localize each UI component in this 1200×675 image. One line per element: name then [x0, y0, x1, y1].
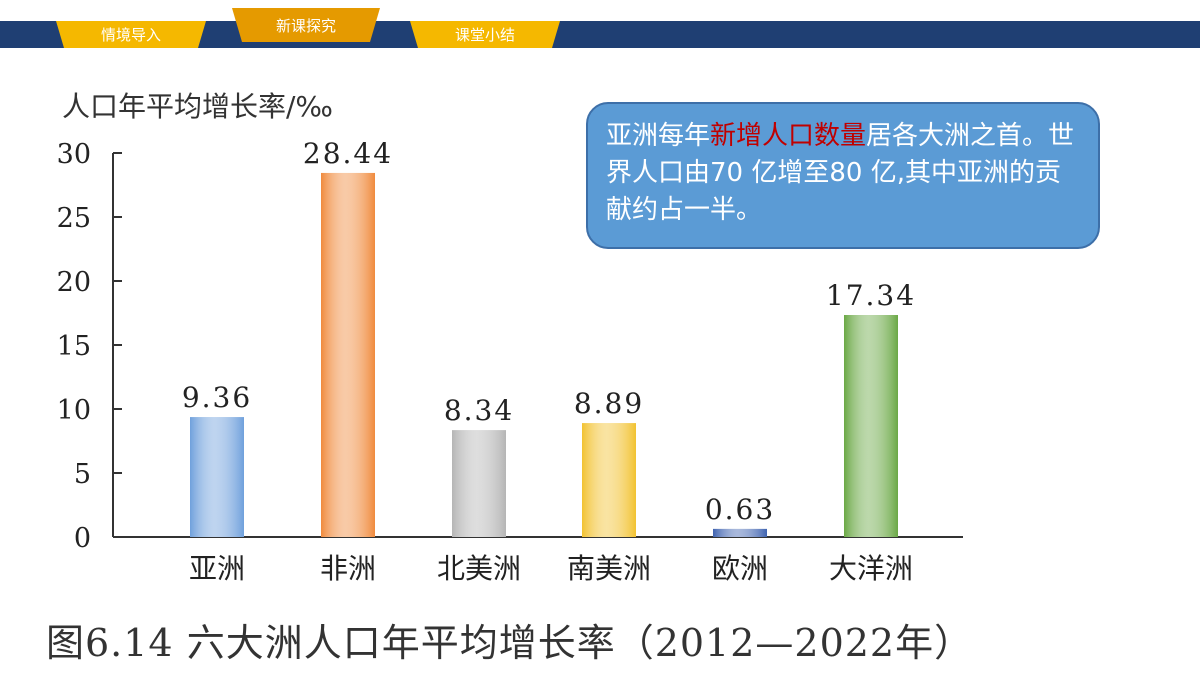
- bar-value-label: 9.36: [182, 381, 252, 414]
- y-tick-label: 15: [57, 331, 91, 362]
- bar-highlight: [321, 172, 375, 537]
- tab-label: 课堂小结: [454, 26, 515, 44]
- category-label: 大洋洲: [829, 552, 913, 585]
- y-axis-label: 人口年平均增长率/‰: [62, 90, 333, 123]
- callout-note: 亚洲每年新增人口数量居各大洲之首。世界人口由70 亿增至80 亿,其中亚洲的贡献…: [586, 102, 1100, 249]
- bar-value-label: 0.63: [705, 493, 775, 526]
- category-label: 欧洲: [712, 552, 768, 585]
- bar-highlight: [452, 430, 506, 537]
- bar-value-label: 8.34: [444, 394, 514, 427]
- bar-value-label: 8.89: [574, 387, 644, 420]
- callout-text-part1: 亚洲每年: [606, 121, 711, 151]
- bar-highlight: [582, 423, 636, 537]
- tab-summary[interactable]: 课堂小结: [410, 21, 560, 48]
- tab-new-lesson[interactable]: 新课探究: [232, 8, 380, 42]
- bar-value-label: 28.44: [303, 137, 393, 170]
- tab-label: 情境导入: [100, 26, 161, 44]
- tab-label: 新课探究: [275, 16, 336, 35]
- bar-value-label: 17.34: [826, 279, 916, 312]
- bar-highlight: [713, 528, 767, 537]
- tab-shape: [56, 21, 206, 48]
- y-tick-label: 0: [74, 523, 91, 554]
- category-label: 南美洲: [567, 552, 651, 585]
- category-label: 北美洲: [437, 552, 521, 585]
- y-tick-label: 20: [57, 267, 91, 298]
- category-label: 亚洲: [189, 552, 245, 585]
- tab-shape: [232, 8, 380, 42]
- callout-text-part2: 居各大洲之首。世界人口由70 亿增至80 亿,其中亚洲的贡献约占一半。: [606, 121, 1075, 225]
- bar-highlight: [844, 315, 898, 537]
- tab-shape: [410, 21, 560, 48]
- bar-highlight: [190, 417, 244, 537]
- tab-situation-intro[interactable]: 情境导入: [56, 21, 206, 48]
- category-label: 非洲: [320, 552, 376, 585]
- y-tick-label: 10: [57, 395, 91, 426]
- y-tick-label: 25: [57, 203, 91, 234]
- y-tick-label: 5: [74, 459, 91, 490]
- y-tick-label: 30: [57, 139, 91, 170]
- callout-highlight: 新增人口数量: [710, 121, 867, 151]
- figure-caption: 图6.14 六大洲人口年平均增长率（2012—2022年）: [46, 621, 974, 665]
